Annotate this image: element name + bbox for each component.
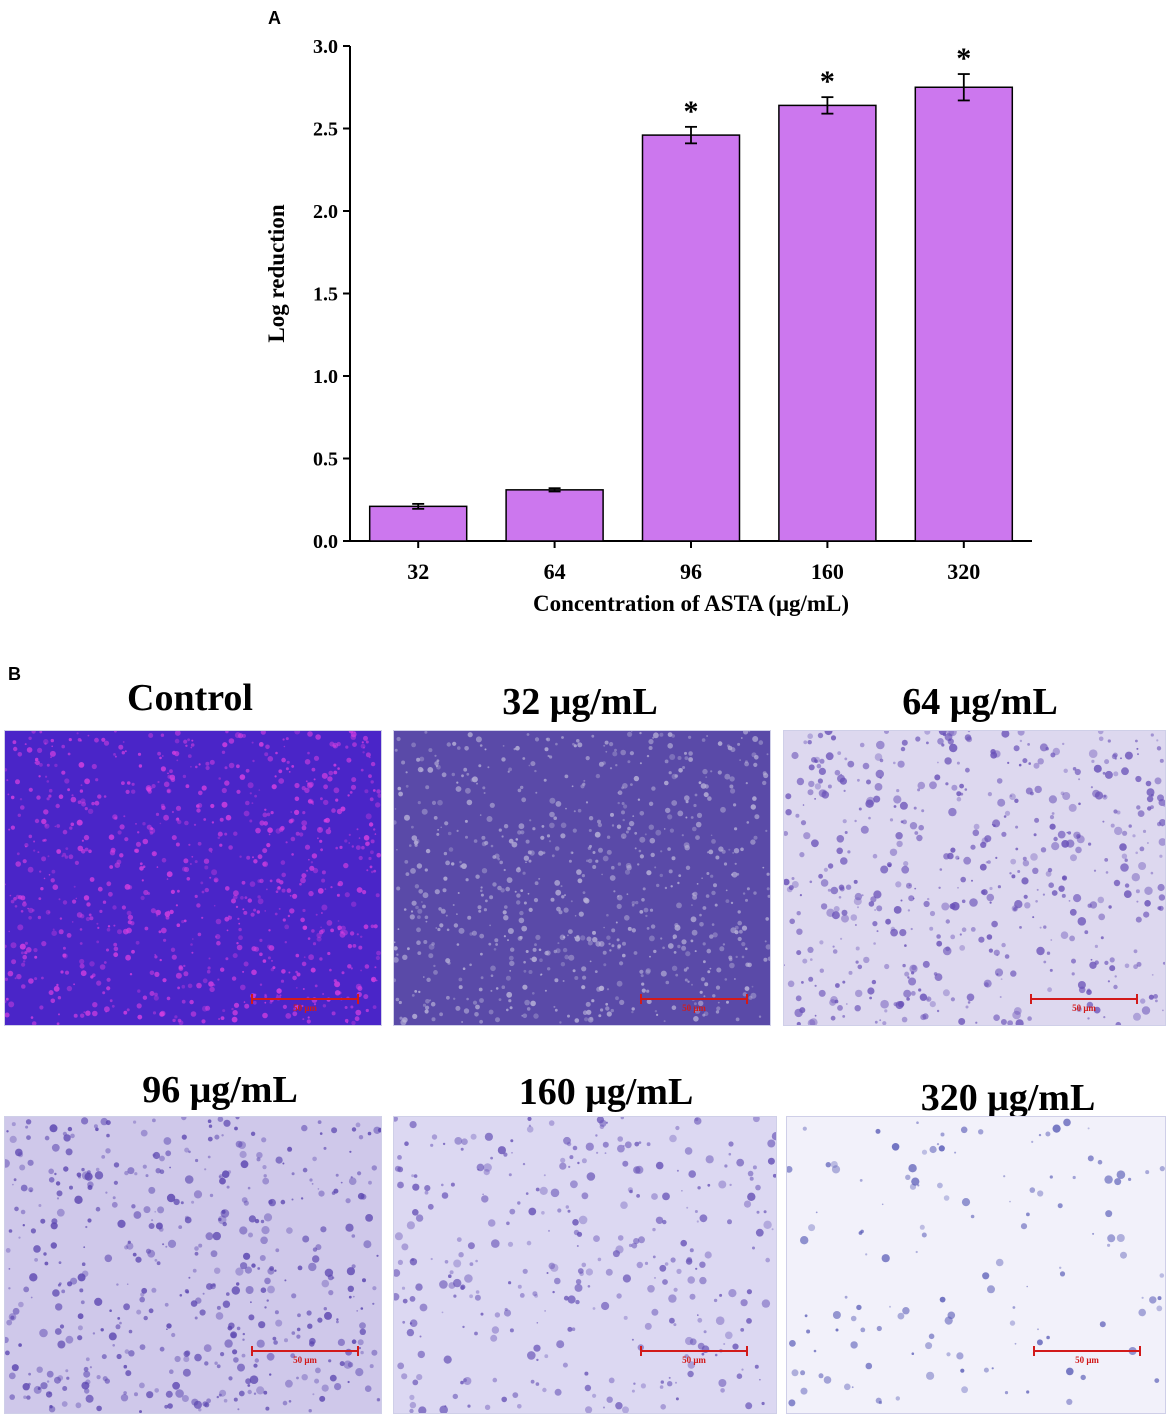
scale-label: 50 μm bbox=[293, 1003, 317, 1013]
micrograph-title: 96 μg/mL bbox=[142, 1069, 298, 1111]
micrograph-title: 64 μg/mL bbox=[902, 681, 1058, 723]
micrograph-image: 50 μm bbox=[4, 1116, 382, 1414]
y-tick-label: 1.0 bbox=[313, 366, 338, 388]
significance-star: * bbox=[956, 42, 971, 75]
scale-bar bbox=[251, 994, 359, 1004]
bar bbox=[641, 134, 741, 542]
y-tick-label: 3.0 bbox=[313, 36, 338, 58]
bar bbox=[778, 104, 877, 542]
scale-label: 50 μm bbox=[682, 1003, 706, 1013]
bar bbox=[368, 505, 468, 542]
micrograph-image: 50 μm bbox=[4, 730, 382, 1026]
y-tick-label: 1.5 bbox=[313, 284, 338, 306]
scale-label: 50 μm bbox=[1075, 1355, 1099, 1365]
y-tick-label: 2.0 bbox=[313, 201, 338, 223]
y-tick-label: 0.0 bbox=[313, 531, 338, 553]
x-tick-label: 160 bbox=[811, 559, 844, 584]
micrograph-image: 50 μm bbox=[783, 730, 1166, 1026]
scale-label: 50 μm bbox=[682, 1355, 706, 1365]
bar bbox=[505, 489, 604, 542]
micrograph-title: Control bbox=[127, 677, 253, 719]
micrograph-title: 320 μg/mL bbox=[920, 1077, 1096, 1119]
panel-a-label: A bbox=[268, 8, 281, 28]
significance-star: * bbox=[820, 65, 835, 98]
scale-bar bbox=[1030, 994, 1138, 1004]
scale-label: 50 μm bbox=[293, 1355, 317, 1365]
micrograph-image: 50 μm bbox=[786, 1116, 1166, 1414]
y-tick-label: 0.5 bbox=[313, 449, 338, 471]
bar bbox=[914, 86, 1014, 542]
significance-star: * bbox=[684, 95, 699, 128]
y-axis-label: Log reduction bbox=[264, 204, 289, 342]
micrograph-image: 50 μm bbox=[393, 730, 771, 1026]
x-tick-label: 32 bbox=[407, 559, 429, 584]
x-axis-label: Concentration of ASTA (μg/mL) bbox=[533, 591, 849, 616]
scale-bar bbox=[640, 1346, 748, 1356]
micrograph-title: 160 μg/mL bbox=[518, 1071, 694, 1113]
micrograph-title: 32 μg/mL bbox=[502, 681, 658, 723]
x-tick-label: 64 bbox=[544, 559, 566, 584]
scale-bar bbox=[251, 1346, 359, 1356]
scale-label: 50 μm bbox=[1072, 1003, 1096, 1013]
micrograph-image: 50 μm bbox=[393, 1116, 777, 1414]
scale-bar bbox=[640, 994, 748, 1004]
bar-chart: 0.0 0.5 1.0 1.5 2.0 2.5 3.0 32 64 96 * 160 * 320 * Conc… bbox=[264, 36, 1032, 616]
x-tick-label: 320 bbox=[947, 559, 980, 584]
scale-bar bbox=[1033, 1346, 1141, 1356]
x-tick-label: 96 bbox=[680, 559, 702, 584]
y-tick-label: 2.5 bbox=[313, 119, 338, 141]
panel-b-label: B bbox=[8, 664, 21, 684]
